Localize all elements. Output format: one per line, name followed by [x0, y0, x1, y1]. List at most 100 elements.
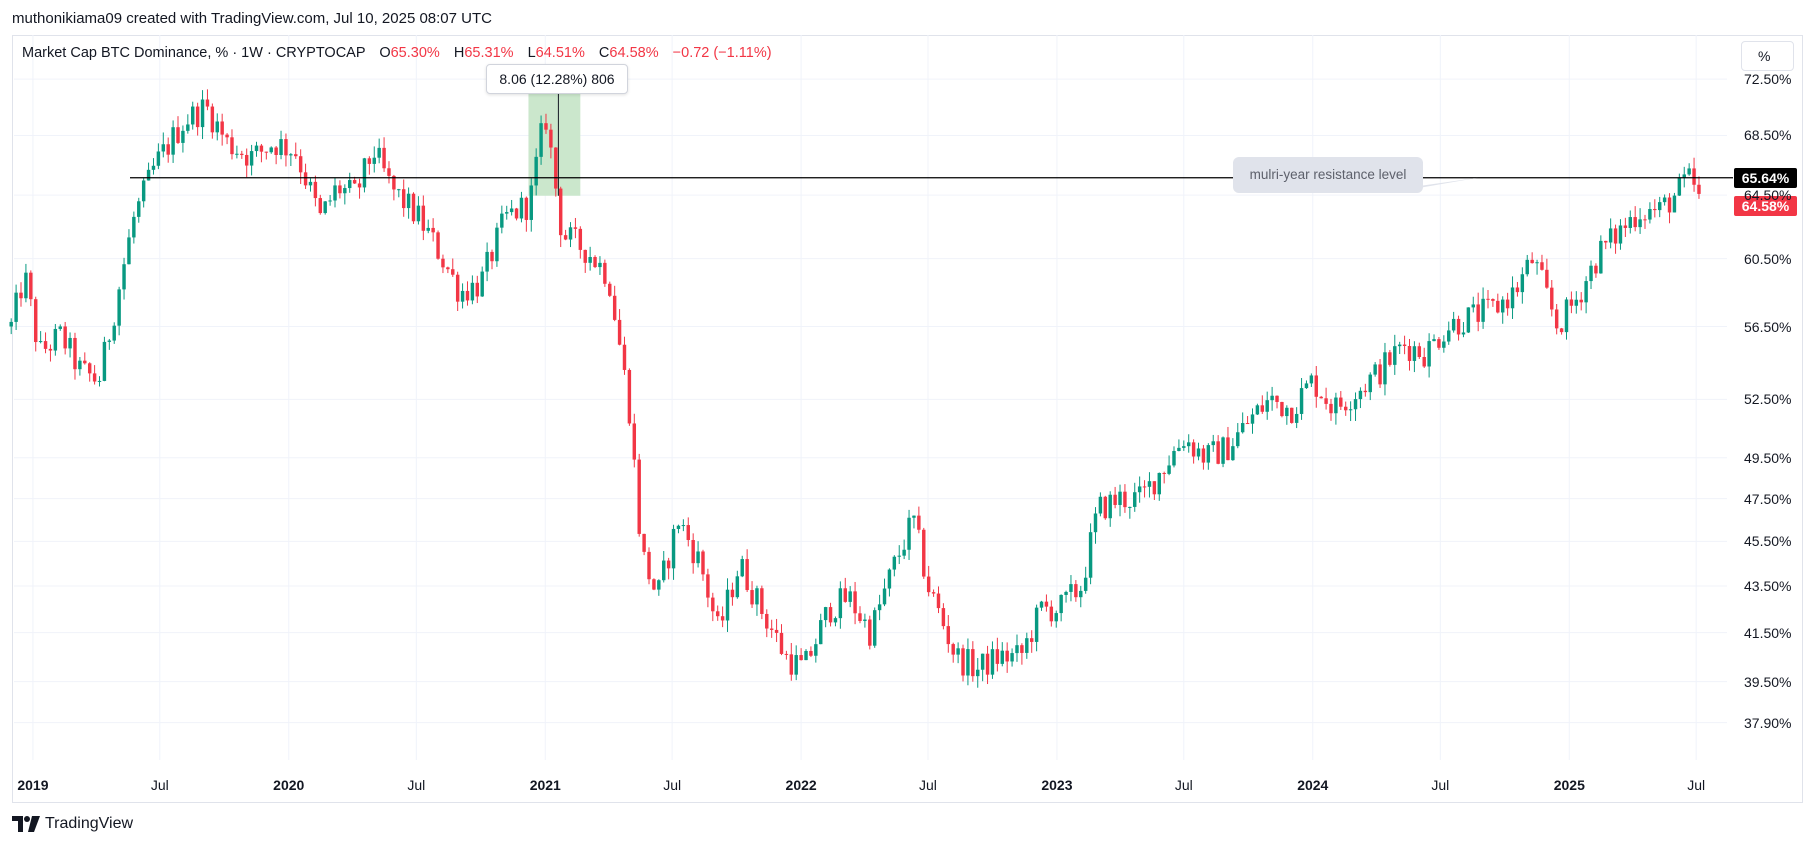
- legend-symbol: Market Cap BTC Dominance, % · 1W · CRYPT…: [22, 45, 366, 61]
- candle-body: [652, 579, 656, 590]
- candle-body: [485, 251, 489, 272]
- candle-body: [1039, 601, 1044, 608]
- candle-body: [995, 649, 1000, 664]
- candle-body: [765, 613, 769, 629]
- candle-body: [475, 282, 480, 297]
- candle-body: [1388, 352, 1392, 365]
- candle-body: [603, 262, 607, 284]
- candle-body: [406, 193, 411, 209]
- chart-panel[interactable]: [12, 35, 1803, 803]
- candle-body: [769, 628, 774, 630]
- candle-body: [1402, 344, 1407, 347]
- footer-brand[interactable]: TradingView: [12, 815, 133, 833]
- candle-body: [441, 258, 445, 268]
- candle-body: [279, 139, 283, 155]
- candle-body: [1201, 448, 1206, 463]
- candle-body: [804, 650, 808, 661]
- candle-body: [941, 608, 946, 627]
- candle-body: [421, 205, 426, 231]
- candle-body: [1584, 281, 1588, 303]
- candle-body: [1456, 318, 1461, 335]
- percent-scale-button[interactable]: %: [1741, 41, 1794, 71]
- candle-body: [1015, 645, 1019, 654]
- candle-body: [141, 180, 146, 202]
- candle-body: [676, 525, 681, 529]
- overlay-lines: [130, 177, 1733, 193]
- candle-body: [1393, 346, 1397, 365]
- candle-body: [352, 180, 357, 184]
- candle-body: [1000, 650, 1004, 664]
- candle-body: [200, 99, 205, 128]
- candle-body: [1520, 274, 1525, 293]
- candle-body: [1137, 486, 1142, 493]
- candle-body: [877, 604, 882, 611]
- candle-body: [1638, 219, 1642, 228]
- candle-body: [328, 200, 332, 202]
- price-tick-label: 41.50%: [1744, 624, 1792, 641]
- candle-body: [392, 175, 396, 190]
- legend-high-value: 65.31%: [464, 45, 514, 61]
- candle-body: [1437, 339, 1441, 348]
- candle-body: [1098, 496, 1103, 514]
- candle-body: [1500, 299, 1505, 313]
- candle-body: [1643, 219, 1647, 221]
- candle-body: [1294, 413, 1299, 423]
- tradingview-logo-icon: [12, 816, 40, 832]
- candle-body: [1142, 486, 1147, 488]
- candle-body: [544, 123, 548, 130]
- candle-body: [1240, 423, 1245, 433]
- candle-body: [446, 267, 450, 270]
- candle-body: [1466, 307, 1471, 333]
- price-tick-label: 49.50%: [1744, 449, 1792, 466]
- candle-body: [161, 144, 166, 152]
- candle-body: [1682, 174, 1686, 178]
- candle-body: [858, 613, 862, 622]
- candle-body: [1697, 184, 1701, 194]
- candle-body: [1667, 197, 1672, 213]
- price-tick-label: 52.50%: [1744, 391, 1792, 408]
- candle-body: [1064, 591, 1068, 595]
- candle-body: [1299, 388, 1304, 414]
- candle-body: [1044, 601, 1049, 607]
- price-tick-label: 45.50%: [1744, 533, 1792, 550]
- candle-body: [789, 654, 794, 675]
- candle-body: [1304, 383, 1309, 389]
- candle-body: [907, 517, 911, 550]
- candle-body: [274, 147, 278, 155]
- time-tick-label: Jul: [1174, 777, 1193, 793]
- candle-body: [853, 591, 857, 614]
- candle-body: [735, 576, 740, 598]
- candle-body: [146, 169, 151, 181]
- candle-body: [647, 551, 651, 580]
- candle-body: [411, 193, 416, 222]
- candle-body: [1353, 399, 1358, 410]
- candle-body: [617, 319, 622, 345]
- last-price-tag: 64.58%: [1734, 195, 1797, 216]
- candle-body: [912, 515, 916, 518]
- candle-body: [1383, 352, 1387, 385]
- candle-body: [1334, 397, 1338, 414]
- candle-body: [627, 369, 632, 424]
- candle-body: [980, 653, 985, 670]
- candle-body: [308, 181, 313, 186]
- candle-body: [1245, 423, 1250, 425]
- candle-body: [205, 99, 210, 107]
- candle-body: [715, 611, 720, 617]
- candle-body: [1677, 177, 1682, 196]
- resistance-note[interactable]: mulri-year resistance level: [1233, 157, 1423, 193]
- candle-body: [1613, 228, 1618, 244]
- candlestick-series: [9, 89, 1701, 688]
- candle-body: [1221, 437, 1225, 464]
- candle-body: [583, 249, 587, 263]
- candle-body: [632, 423, 637, 460]
- candle-body: [465, 290, 470, 301]
- symbol-legend[interactable]: Market Cap BTC Dominance, % · 1W · CRYPT…: [22, 45, 772, 61]
- candle-body: [931, 592, 936, 594]
- candle-body: [53, 328, 58, 351]
- candle-body: [961, 648, 965, 676]
- candle-body: [838, 588, 843, 619]
- candle-body: [779, 632, 784, 654]
- chart-caption: muthonikiama09 created with TradingView.…: [12, 10, 492, 27]
- candle-body: [1280, 401, 1284, 417]
